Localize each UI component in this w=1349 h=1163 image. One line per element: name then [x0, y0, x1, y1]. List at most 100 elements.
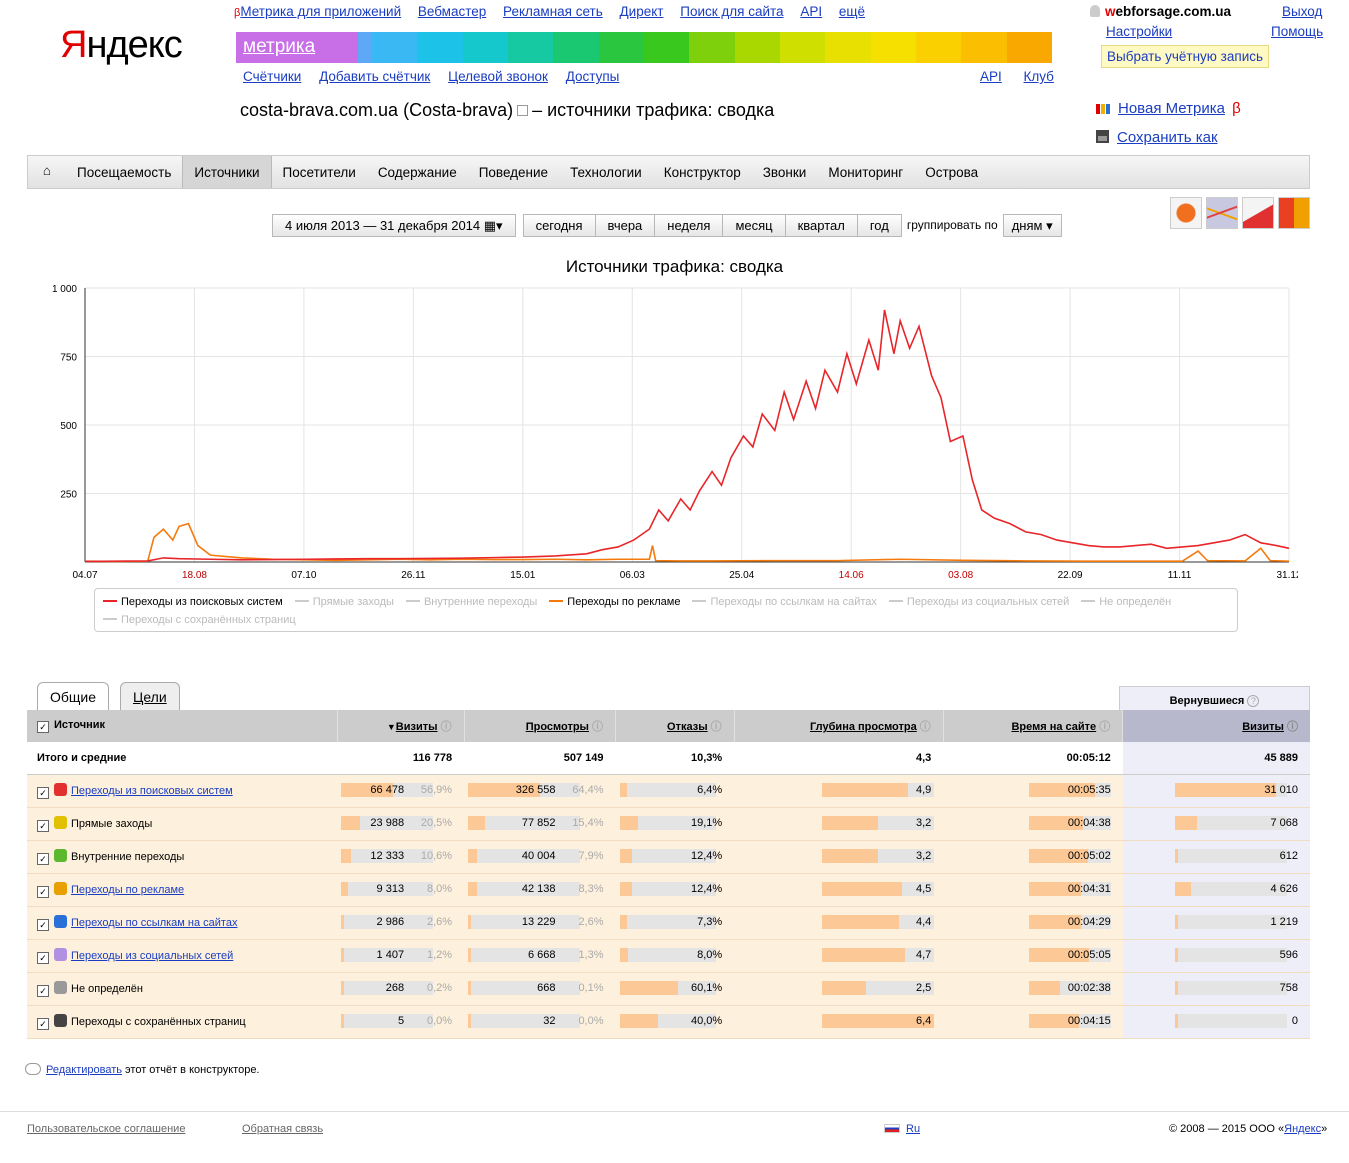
service-link[interactable]: Рекламная сеть: [503, 4, 603, 19]
sources-table: ✓ Источник ▼Визиты ⓘ Просмотры ⓘ Отказы ⓘ…: [27, 710, 1310, 1039]
nav-technology[interactable]: Технологии: [570, 165, 642, 180]
header-returning-visits[interactable]: Визиты ⓘ: [1122, 710, 1310, 742]
edit-report-link[interactable]: Редактировать: [46, 1064, 122, 1076]
metric-value: 3,2: [916, 816, 932, 829]
line-view-icon[interactable]: [1206, 197, 1238, 229]
metric-cell: 4,5: [734, 873, 944, 907]
row-checkbox[interactable]: ✓: [37, 786, 49, 799]
source-label[interactable]: Переходы из поисковых систем: [71, 784, 233, 797]
target-call-link[interactable]: Целевой звонок: [448, 69, 548, 84]
api-link[interactable]: API: [980, 69, 1002, 84]
legend-item[interactable]: Переходы по ссылкам на сайтах: [692, 596, 877, 608]
nav-visitors[interactable]: Посетители: [282, 165, 356, 180]
home-icon[interactable]: ⌂: [42, 163, 52, 178]
metric-cell: 3,2: [734, 840, 944, 874]
counters-link[interactable]: Счётчики: [243, 69, 302, 84]
logout-link[interactable]: Выход: [1282, 4, 1323, 19]
metric-bar-fill: [1029, 947, 1090, 962]
chart-title: Источники трафика: сводка: [565, 257, 784, 276]
x-tick-label: 03.08: [948, 570, 973, 581]
nav-monitoring[interactable]: Мониторинг: [828, 165, 904, 180]
pie-view-icon[interactable]: [1170, 197, 1202, 229]
period-yesterday[interactable]: вчера: [594, 214, 655, 237]
feedback-link[interactable]: Обратная связь: [242, 1123, 324, 1135]
nav-content[interactable]: Содержание: [377, 165, 457, 180]
source-label[interactable]: Переходы из социальных сетей: [71, 949, 234, 962]
legend-item[interactable]: Не определён: [1081, 596, 1171, 608]
club-link[interactable]: Клуб: [1023, 69, 1054, 84]
service-link[interactable]: Метрика для приложений: [240, 4, 402, 19]
metric-value: 19,1%: [690, 816, 723, 829]
legend-item[interactable]: Внутренние переходы: [405, 596, 537, 608]
nav-behavior[interactable]: Поведение: [478, 165, 549, 180]
treemap-view-icon[interactable]: [1278, 197, 1310, 229]
source-label[interactable]: Переходы по рекламе: [71, 883, 185, 896]
source-label[interactable]: Переходы по ссылкам на сайтах: [71, 916, 238, 929]
add-counter-link[interactable]: Добавить счётчик: [319, 69, 431, 84]
nav-traffic[interactable]: Посещаемость: [77, 165, 172, 180]
user-account[interactable]: webforsage.com.ua: [1090, 4, 1231, 19]
more-services-link[interactable]: ещё: [838, 4, 865, 19]
access-link[interactable]: Доступы: [565, 69, 620, 84]
legend-item[interactable]: Переходы из поисковых систем: [103, 596, 283, 608]
legend-item[interactable]: Переходы по рекламе: [549, 596, 680, 608]
row-checkbox[interactable]: ✓: [37, 852, 49, 865]
header-visits[interactable]: ▼Визиты ⓘ: [337, 710, 465, 742]
external-link-icon[interactable]: [517, 105, 529, 116]
service-link[interactable]: Вебмастер: [417, 4, 487, 19]
save-icon: [1096, 130, 1109, 143]
choose-account-button[interactable]: Выбрать учётную запись: [1101, 45, 1270, 68]
metric-wrap: 0,0% 5: [337, 1006, 452, 1038]
yandex-logo[interactable]: Яндекс: [60, 24, 183, 66]
metric-bar-fill: [822, 881, 903, 896]
settings-link[interactable]: Настройки: [1106, 24, 1173, 39]
language-switch[interactable]: Ru: [884, 1123, 920, 1135]
legend-item[interactable]: Переходы из социальных сетей: [888, 596, 1069, 608]
period-today[interactable]: сегодня: [522, 214, 595, 237]
row-checkbox[interactable]: ✓: [37, 951, 49, 964]
period-week[interactable]: неделя: [654, 214, 723, 237]
legend-item[interactable]: Переходы с сохранённых страниц: [103, 614, 296, 626]
metric-value: 00:04:15: [1067, 1014, 1111, 1027]
new-metrika-link[interactable]: Новая Метрика β: [1096, 100, 1241, 117]
service-link[interactable]: Директ: [619, 4, 664, 19]
nav-islands[interactable]: Острова: [925, 165, 979, 180]
metric-percent: 0,0%: [578, 1014, 604, 1027]
row-checkbox[interactable]: ✓: [37, 819, 49, 832]
agreement-link[interactable]: Пользовательское соглашение: [27, 1123, 186, 1135]
nav-calls[interactable]: Звонки: [762, 165, 807, 180]
header-time[interactable]: Время на сайте ⓘ: [943, 710, 1124, 742]
area-view-icon[interactable]: [1242, 197, 1274, 229]
nav-sources[interactable]: Источники: [182, 156, 272, 188]
help-icon[interactable]: ?: [1247, 695, 1260, 707]
metric-bar: [341, 782, 434, 797]
header-bounce[interactable]: Отказы ⓘ: [615, 710, 735, 742]
period-year[interactable]: год: [856, 214, 902, 237]
source-cell: ✓ Переходы из социальных сетей: [27, 939, 338, 973]
row-checkbox[interactable]: ✓: [37, 918, 49, 931]
service-link[interactable]: API: [800, 4, 823, 19]
group-by-select[interactable]: дням ▾: [1002, 214, 1062, 237]
header-depth[interactable]: Глубина просмотра ⓘ: [734, 710, 944, 742]
period-month[interactable]: месяц: [722, 214, 785, 237]
nav-constructor[interactable]: Конструктор: [663, 165, 741, 180]
select-all-checkbox[interactable]: ✓: [37, 721, 49, 733]
metric-bar: [341, 980, 434, 995]
metric-bar: [619, 980, 716, 995]
product-label-box[interactable]: метрика: [236, 32, 358, 63]
period-quarter[interactable]: квартал: [784, 214, 857, 237]
service-link[interactable]: Поиск для сайта: [680, 4, 784, 19]
row-checkbox[interactable]: ✓: [37, 885, 49, 898]
save-as-link[interactable]: Сохранить как: [1096, 129, 1218, 146]
saved-icon: [54, 1013, 67, 1027]
tab-general[interactable]: Общие: [37, 682, 110, 710]
header-views[interactable]: Просмотры ⓘ: [464, 710, 617, 742]
metric-percent: 20,5%: [420, 816, 453, 829]
legend-item[interactable]: Прямые заходы: [294, 596, 394, 608]
row-checkbox[interactable]: ✓: [37, 1017, 49, 1030]
row-checkbox[interactable]: ✓: [37, 984, 49, 997]
help-link[interactable]: Помощь: [1271, 24, 1324, 39]
tab-goals[interactable]: Цели: [120, 682, 180, 710]
date-range-picker[interactable]: 4 июля 2013 — 31 декабря 2014 ▦▾: [272, 214, 516, 237]
social-icon: [54, 947, 67, 961]
